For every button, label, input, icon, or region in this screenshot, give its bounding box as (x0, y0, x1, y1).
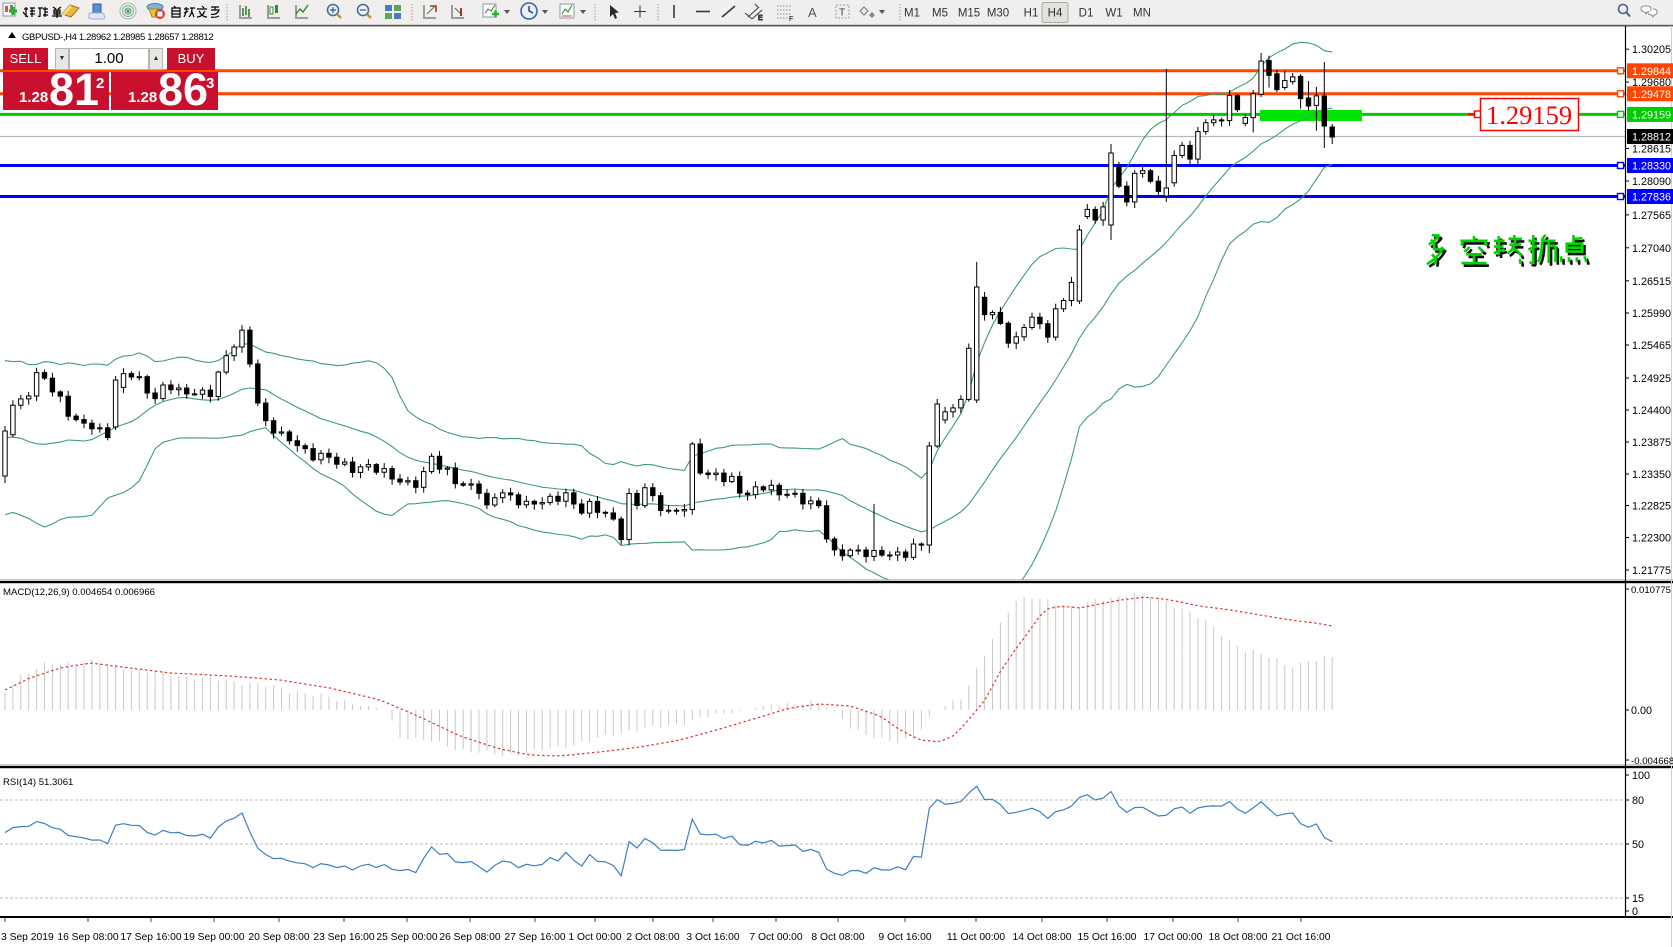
svg-text:1.25990: 1.25990 (1632, 308, 1671, 320)
svg-text:1.27836: 1.27836 (1632, 192, 1671, 204)
svg-text:15 Oct 16:00: 15 Oct 16:00 (1078, 932, 1137, 943)
svg-text:F: F (789, 16, 793, 23)
svg-text:M1: M1 (904, 8, 920, 20)
svg-text:1.28615: 1.28615 (1632, 144, 1671, 156)
svg-text:1.28812: 1.28812 (1632, 132, 1671, 144)
svg-text:M30: M30 (987, 8, 1009, 20)
svg-text:17 Oct 00:00: 17 Oct 00:00 (1144, 932, 1203, 943)
svg-text:H1: H1 (1024, 8, 1039, 20)
svg-text:1.23875: 1.23875 (1632, 437, 1671, 449)
svg-text:0.00: 0.00 (1631, 705, 1652, 717)
svg-text:GBPUSD-,H4 1.28962 1.28985 1.: GBPUSD-,H4 1.28962 1.28985 1.28657 1.288… (22, 32, 213, 43)
svg-text:25 Sep 00:00: 25 Sep 00:00 (376, 932, 438, 943)
svg-text:1.29478: 1.29478 (1632, 89, 1671, 101)
svg-text:W1: W1 (1105, 8, 1122, 20)
svg-text:1.29844: 1.29844 (1632, 66, 1671, 78)
svg-text:80: 80 (1632, 795, 1644, 807)
svg-text:3 Oct 16:00: 3 Oct 16:00 (686, 932, 740, 943)
svg-text:T: T (839, 8, 845, 19)
svg-text:1.28330: 1.28330 (1632, 161, 1671, 173)
svg-text:1.27565: 1.27565 (1632, 210, 1671, 222)
svg-text:1.29680: 1.29680 (1632, 77, 1671, 89)
svg-text:15: 15 (1632, 893, 1644, 905)
svg-text:1.25465: 1.25465 (1632, 340, 1671, 352)
svg-text:21 Oct 16:00: 21 Oct 16:00 (1272, 932, 1331, 943)
svg-text:MN: MN (1133, 8, 1151, 20)
svg-text:23 Sep 16:00: 23 Sep 16:00 (313, 932, 375, 943)
svg-text:8 Oct 08:00: 8 Oct 08:00 (811, 932, 865, 943)
svg-text:1.23350: 1.23350 (1632, 469, 1671, 481)
svg-text:1.22300: 1.22300 (1632, 533, 1671, 545)
svg-text:11 Oct 00:00: 11 Oct 00:00 (947, 932, 1005, 943)
svg-text:1.24925: 1.24925 (1632, 373, 1671, 385)
svg-text:16 Sep 08:00: 16 Sep 08:00 (57, 932, 119, 943)
svg-text:3 Sep 2019: 3 Sep 2019 (1, 932, 54, 943)
svg-text:17 Sep 16:00: 17 Sep 16:00 (120, 932, 182, 943)
svg-text:M5: M5 (932, 8, 948, 20)
svg-text:1.29159: 1.29159 (1632, 110, 1671, 122)
svg-text:1.29159: 1.29159 (1486, 100, 1572, 130)
svg-text:-0.004668: -0.004668 (1631, 756, 1673, 767)
svg-text:H4: H4 (1048, 8, 1063, 20)
svg-text:1.30205: 1.30205 (1632, 44, 1671, 56)
svg-text:20 Sep 08:00: 20 Sep 08:00 (248, 932, 310, 943)
svg-text:RSI(14) 51.3061: RSI(14) 51.3061 (3, 777, 73, 788)
svg-text:1.21775: 1.21775 (1632, 565, 1671, 577)
svg-text:0: 0 (1632, 906, 1638, 918)
svg-text:A: A (808, 5, 817, 20)
svg-text:E: E (758, 15, 763, 22)
svg-text:2 Oct 08:00: 2 Oct 08:00 (626, 932, 680, 943)
svg-text:100: 100 (1632, 770, 1650, 782)
svg-text:D1: D1 (1079, 8, 1094, 20)
svg-text:26 Sep 08:00: 26 Sep 08:00 (439, 932, 501, 943)
svg-text:27 Sep 16:00: 27 Sep 16:00 (504, 932, 566, 943)
svg-text:14 Oct 08:00: 14 Oct 08:00 (1013, 932, 1072, 943)
svg-text:18 Oct 08:00: 18 Oct 08:00 (1209, 932, 1268, 943)
svg-text:M15: M15 (958, 8, 980, 20)
svg-text:19 Sep 00:00: 19 Sep 00:00 (183, 932, 245, 943)
svg-text:1.22825: 1.22825 (1632, 501, 1671, 513)
svg-text:0.010775: 0.010775 (1631, 585, 1671, 596)
svg-text:1.24400: 1.24400 (1632, 405, 1671, 417)
svg-text:MACD(12,26,9) 0.004654 0.00696: MACD(12,26,9) 0.004654 0.006966 (3, 587, 155, 598)
svg-text:1 Oct 00:00: 1 Oct 00:00 (568, 932, 622, 943)
svg-text:1.27040: 1.27040 (1632, 243, 1671, 255)
svg-text:9 Oct 16:00: 9 Oct 16:00 (878, 932, 932, 943)
svg-text:1.26515: 1.26515 (1632, 276, 1671, 288)
svg-text:1.28090: 1.28090 (1632, 176, 1671, 188)
svg-text:7 Oct 00:00: 7 Oct 00:00 (749, 932, 803, 943)
svg-text:50: 50 (1632, 839, 1644, 851)
